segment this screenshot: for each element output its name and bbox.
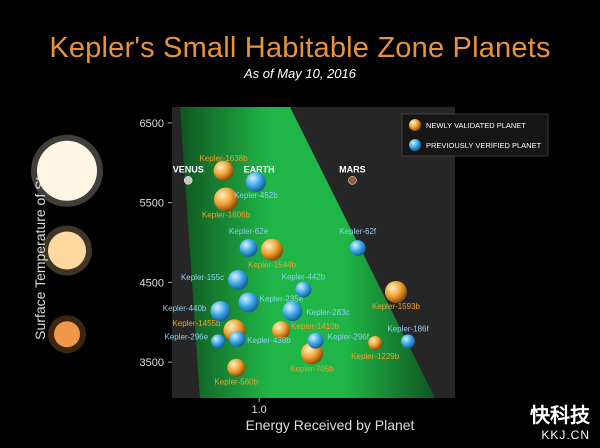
data-label-kepler-62f: Kepler-62f [339,227,377,236]
watermark-main: 快科技 [530,405,590,427]
data-point-kepler-186f [401,334,416,349]
data-label-kepler-440b: Kepler-440b [163,304,207,313]
data-point-kepler-1638b [213,160,234,181]
earth-label: EARTH [244,164,275,174]
mars-planet [348,176,357,185]
watermark: 快科技 KKJ.CN [530,399,590,442]
data-point-kepler-1593b [384,280,407,303]
data-label-kepler-442b: Kepler-442b [282,273,326,282]
chart-title: Kepler's Small Habitable Zone Planets [49,32,551,64]
data-point-kepler-283c [282,301,303,322]
data-point-kepler-452b [245,171,266,192]
data-label-kepler-186f: Kepler-186f [387,324,429,333]
data-point-kepler-440b [210,301,231,322]
data-label-kepler-235e: Kepler-235e [260,294,304,303]
data-point-kepler-62e [239,239,258,258]
x-tick-label: 1.0 [251,404,266,416]
data-label-kepler-1455b: Kepler-1455b [172,319,221,328]
data-label-kepler-438b: Kepler-438b [247,336,291,345]
data-point-kepler-296f [307,332,324,349]
data-point-kepler-62f [349,240,366,257]
venus-planet [183,176,193,185]
data-label-kepler-1544b: Kepler-1544b [248,261,297,270]
legend: NEWLY VALIDATED PLANET PREVIOUSLY VERIFIE… [401,113,549,157]
x-axis-label: Energy Received by Planet [245,417,415,433]
data-point-kepler-438b [229,331,246,348]
data-point-kepler-296e [211,334,226,349]
legend-marker-previous [409,139,421,151]
data-label-kepler-283c: Kepler-283c [306,308,349,317]
legend-marker-newly [409,119,421,131]
data-point-kepler-155c [228,270,249,291]
y-tick-label: 3500 [140,357,164,369]
data-label-kepler-1606b: Kepler-1606b [202,210,251,219]
legend-box [401,113,549,157]
data-label-kepler-1229b: Kepler-1229b [351,352,400,361]
legend-label-previous: PREVIOUSLY VERIFIED PLANET [426,141,542,150]
g-star-icon [37,140,97,201]
y-tick-label: 6500 [140,118,164,130]
data-label-kepler-705b: Kepler-705b [290,364,334,373]
data-point-kepler-560b [227,358,246,377]
data-point-kepler-1229b [368,335,383,350]
chart-subtitle: As of May 10, 2016 [243,66,356,81]
legend-label-newly: NEWLY VALIDATED PLANET [426,121,526,130]
k-star-icon [48,231,86,270]
data-point-kepler-1544b [261,238,284,261]
data-label-kepler-62e: Kepler-62e [229,227,269,236]
data-label-kepler-296f: Kepler-296f [328,333,370,342]
data-label-kepler-1638b: Kepler-1638b [200,154,249,163]
m-star-icon [54,321,80,348]
venus-label: VENUS [173,164,204,174]
data-point-kepler-1410b [272,321,291,340]
mars-label: MARS [339,164,366,174]
y-tick-label: 5500 [140,198,164,210]
data-label-kepler-1410b: Kepler-1410b [291,322,340,331]
data-label-kepler-1593b: Kepler-1593b [372,302,421,311]
data-label-kepler-452b: Kepler-452b [234,191,278,200]
data-point-kepler-235e [238,292,259,313]
y-tick-label: 4500 [140,277,164,289]
data-label-kepler-560b: Kepler-560b [214,378,258,387]
data-label-kepler-155c: Kepler-155c [181,273,224,282]
data-label-kepler-296e: Kepler-296e [164,332,208,341]
data-point-kepler-442b [295,281,312,298]
data-point-kepler-1606b [213,187,238,212]
watermark-sub: KKJ.CN [541,428,590,442]
